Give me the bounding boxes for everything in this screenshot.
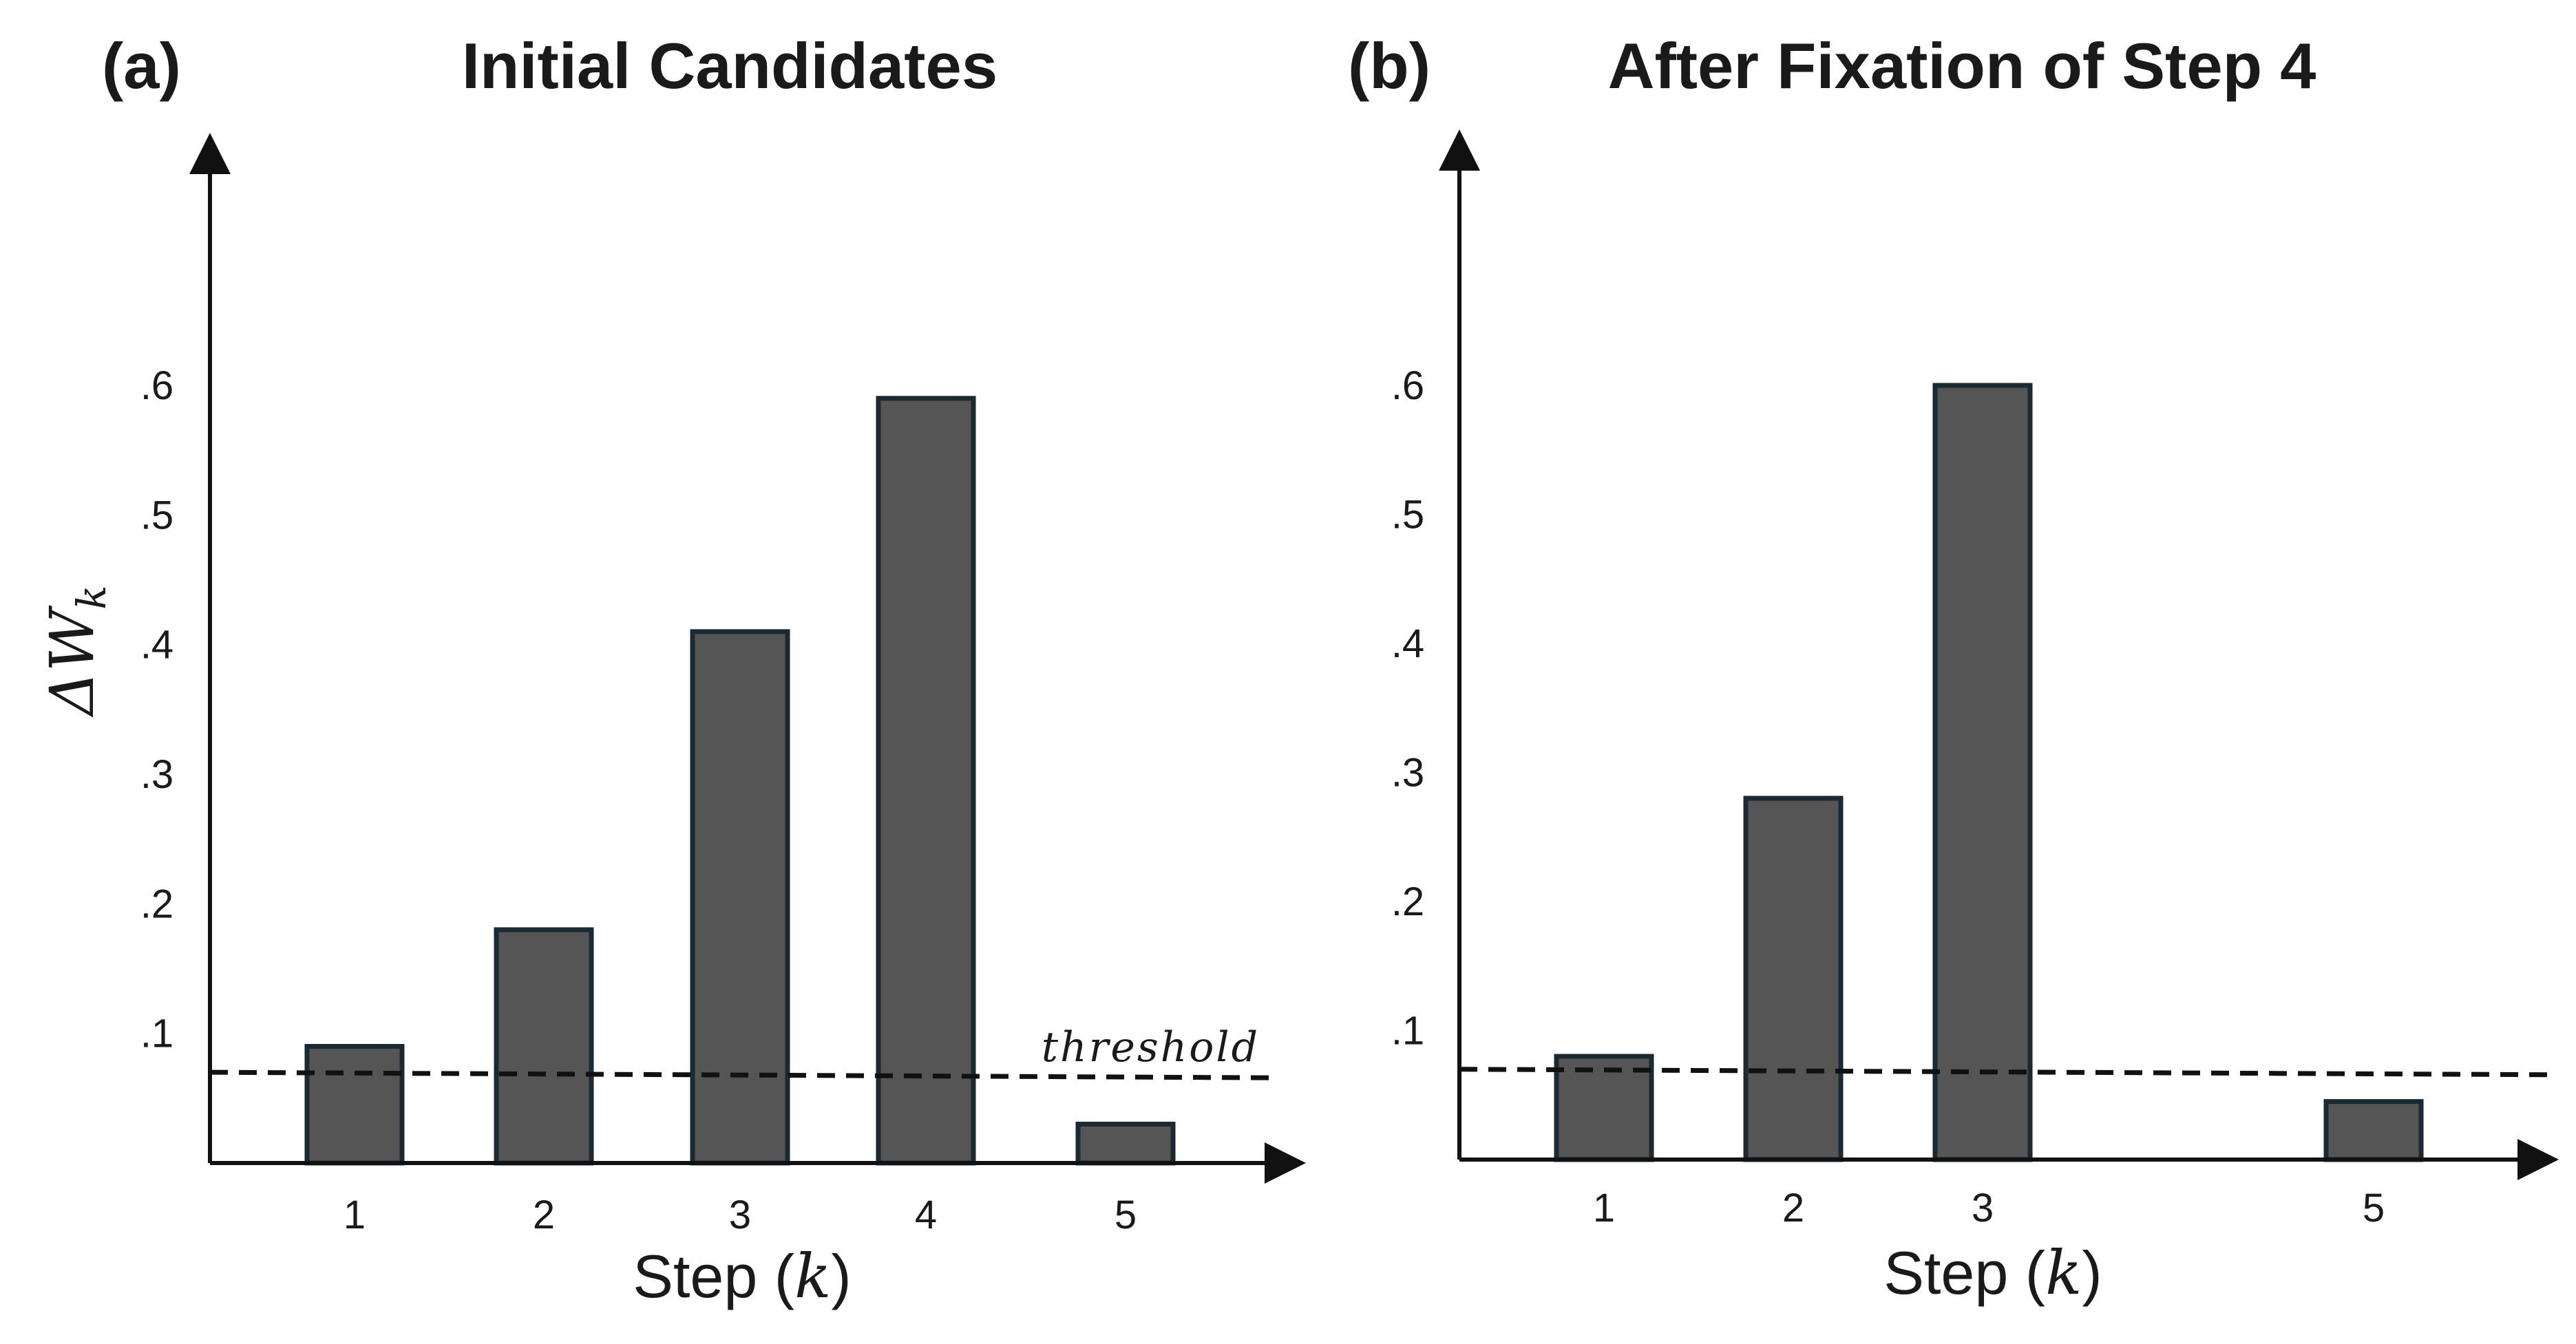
bar (304, 1044, 405, 1166)
x-tick-label: 1 (1593, 1186, 1615, 1230)
y-tick-label: .4 (140, 623, 173, 668)
y-tick-labels: .1 .2 .3 .4 .5 .6 (140, 363, 173, 1056)
y-tick-label: .1 (140, 1012, 173, 1056)
y-tick-label: .5 (140, 493, 173, 537)
bar (1554, 1054, 1654, 1162)
x-tick-label: 2 (533, 1193, 555, 1237)
y-axis-label: ΔWk (36, 585, 115, 717)
y-tick-label: .1 (1391, 1009, 1424, 1054)
panel-letter: (a) (102, 30, 181, 102)
x-tick-label: 4 (915, 1193, 937, 1237)
y-tick-label: .6 (140, 363, 173, 408)
threshold-line (1459, 1067, 2551, 1078)
x-tick-label: 3 (729, 1193, 751, 1237)
bar (494, 927, 594, 1166)
panel-letter: (b) (1348, 30, 1430, 102)
bar (690, 629, 790, 1166)
y-tick-label: .4 (1391, 621, 1424, 666)
x-tick-label: 5 (1115, 1193, 1137, 1237)
bar (876, 396, 976, 1166)
y-tick-label: .2 (1391, 879, 1424, 924)
y-tick-label: .5 (1391, 493, 1424, 537)
x-tick-labels: 1 2 3 5 (1593, 1186, 2385, 1230)
x-tick-labels: 1 2 3 4 5 (344, 1193, 1137, 1237)
panel-title: After Fixation of Step 4 (1608, 30, 2316, 102)
y-tick-label: .2 (140, 882, 173, 926)
panel-title: Initial Candidates (462, 30, 997, 102)
bars (304, 396, 1176, 1166)
y-tick-label: .3 (140, 752, 173, 797)
y-tick-label: .6 (1391, 363, 1424, 408)
bar (1932, 383, 2033, 1162)
x-axis-label: Step (k) (633, 1241, 851, 1312)
bar (2323, 1099, 2424, 1162)
x-axis-label: Step (k) (1883, 1237, 2102, 1308)
bar (1075, 1122, 1176, 1166)
x-tick-label: 2 (1782, 1186, 1804, 1230)
x-tick-label: 5 (2363, 1186, 2385, 1230)
panel-a: (a) Initial Candidates ΔWk .1.2.3.4.5.6 … (36, 30, 1306, 1312)
panel-b: (b) After Fixation of Step 4 .1 .2 .3 .4 .5.… (1348, 30, 2559, 1308)
x-tick-label: 3 (1972, 1186, 1994, 1230)
y-tick-label: .3 (1391, 751, 1424, 796)
y-tick-labels: .1 .2 .3 .4 .5 .6 (1391, 363, 1424, 1054)
x-tick-label: 1 (344, 1193, 366, 1237)
threshold-line (209, 1069, 1274, 1080)
bar (1743, 796, 1844, 1162)
threshold-label: threshold (1042, 1023, 1260, 1071)
bars (1554, 383, 2424, 1162)
